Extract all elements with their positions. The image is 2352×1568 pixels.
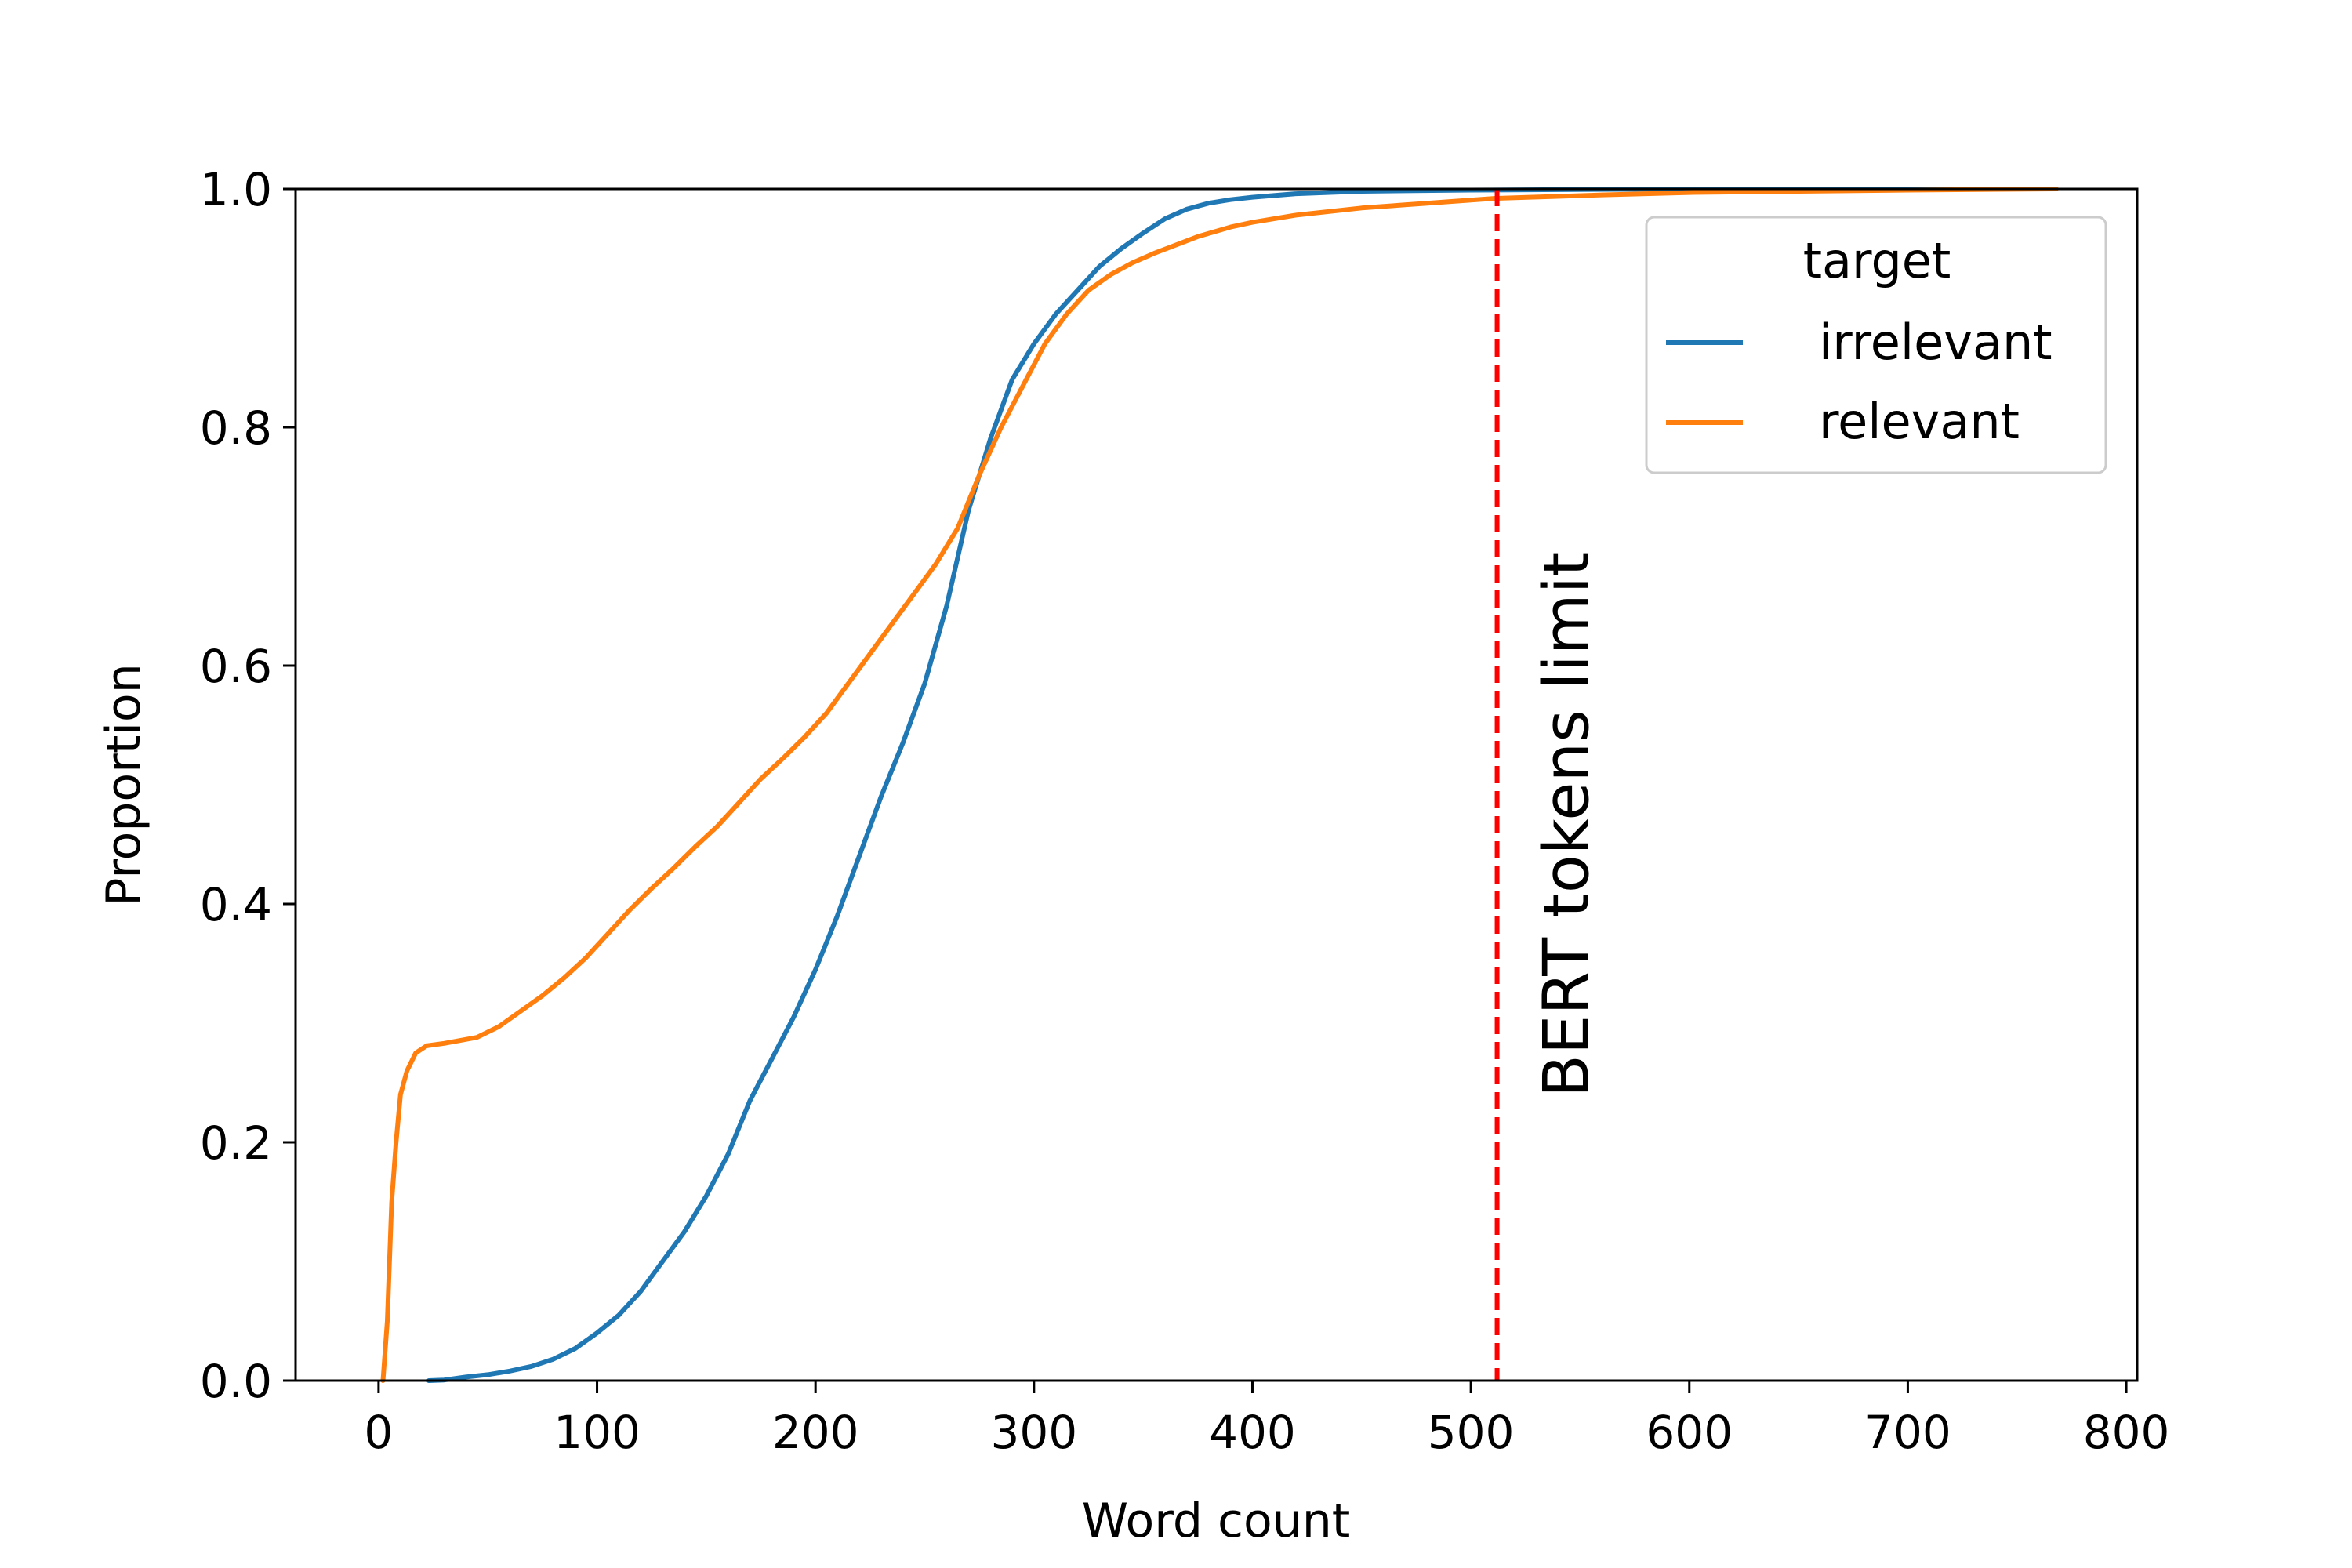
x-tick-label: 600	[1646, 1406, 1733, 1459]
x-tick-label: 400	[1209, 1406, 1296, 1459]
legend: target irrelevant relevant	[1645, 216, 2107, 474]
y-tick-label: 1.0	[200, 163, 272, 216]
legend-title: target	[1803, 232, 1951, 289]
series-layer	[380, 187, 2059, 1383]
x-tick-label: 100	[554, 1406, 641, 1459]
x-axis: 0 100 200 300 400 500 600 700 800	[364, 1381, 2169, 1459]
x-axis-label: Word count	[1082, 1494, 1351, 1548]
legend-box	[1645, 216, 2107, 474]
x-tick-label: 700	[1864, 1406, 1951, 1459]
series-line-relevant	[380, 187, 2059, 1383]
y-tick-label: 0.2	[200, 1116, 272, 1170]
y-axis: 0.0 0.2 0.4 0.6 0.8 1.0	[200, 163, 296, 1408]
series-line-irrelevant	[426, 187, 1976, 1383]
y-tick-label: 0.6	[200, 640, 272, 693]
plot-frame	[294, 187, 2139, 1382]
y-axis-label: Proportion	[96, 663, 151, 906]
annotation-layer: BERT tokens limit	[1494, 189, 1603, 1381]
y-tick-label: 0.4	[200, 878, 272, 931]
x-tick-label: 300	[990, 1406, 1077, 1459]
legend-label-irrelevant: irrelevant	[1819, 314, 2053, 371]
x-tick-label: 800	[2083, 1406, 2170, 1459]
x-tick-label: 0	[364, 1406, 393, 1459]
bert-limit-label: BERT tokens limit	[1530, 552, 1603, 1098]
x-tick-label: 200	[772, 1406, 859, 1459]
legend-label-relevant: relevant	[1819, 393, 2020, 450]
y-tick-label: 0.0	[200, 1355, 272, 1408]
x-tick-label: 500	[1428, 1406, 1515, 1459]
y-tick-label: 0.8	[200, 401, 272, 455]
